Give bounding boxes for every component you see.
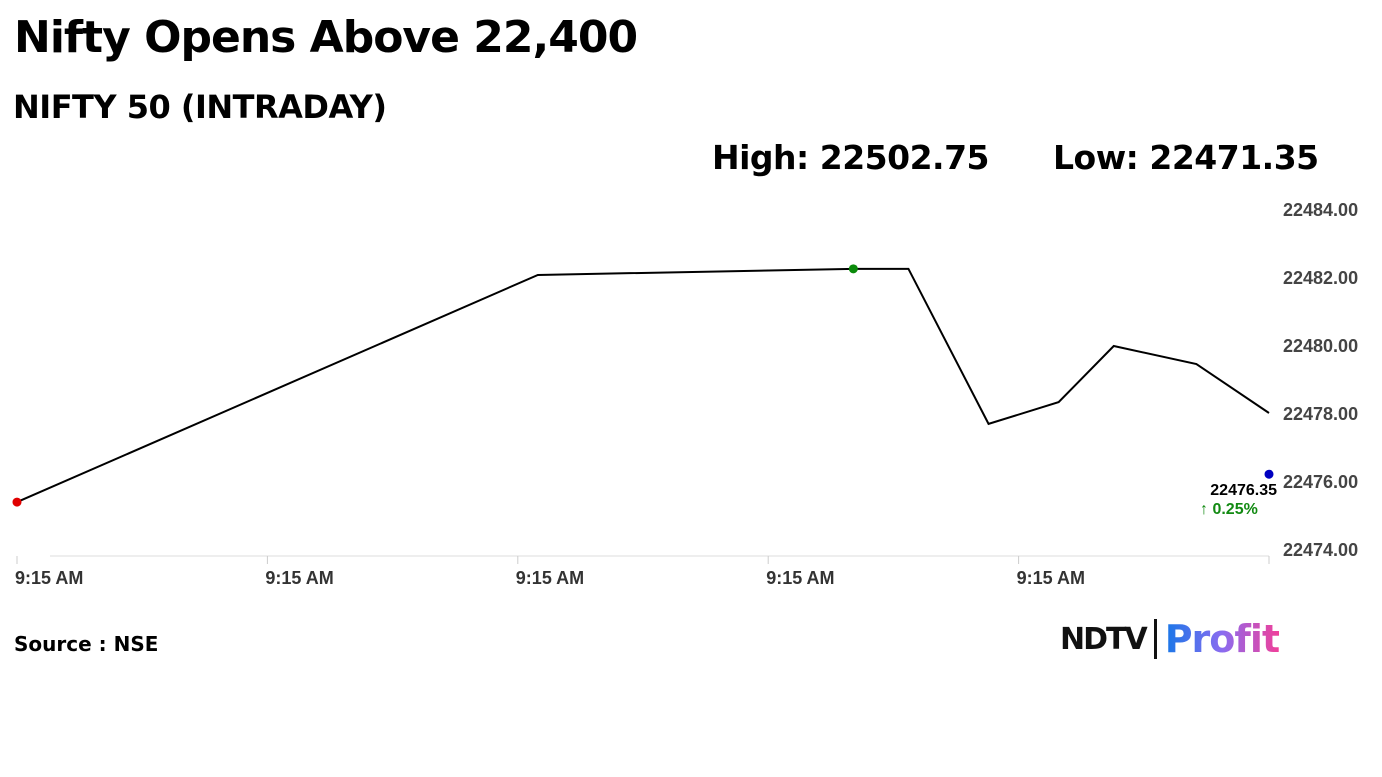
y-tick-label: 22484.00 (1283, 200, 1358, 220)
y-tick-label: 22480.00 (1283, 336, 1358, 356)
x-tick-label: 9:15 AM (1017, 568, 1085, 588)
intraday-chart: 9:15 AM 9:15 AM 9:15 AM 9:15 AM 9:15 AM 22474… (12, 200, 1358, 588)
source-label: Source : NSE (14, 632, 159, 656)
high-marker (848, 264, 858, 274)
high-value: High: 22502.75 (712, 138, 990, 177)
chart-subtitle: NIFTY 50 (INTRADAY) (13, 88, 387, 126)
y-tick-label: 22478.00 (1283, 404, 1358, 424)
open-marker (12, 497, 22, 507)
price-line (16, 267, 1270, 503)
ndtv-profit-logo: NDTV Profit (1060, 617, 1280, 661)
y-tick-label: 22474.00 (1283, 540, 1358, 560)
y-tick-label: 22482.00 (1283, 268, 1358, 288)
x-tick-label: 9:15 AM (516, 568, 584, 588)
page-title: Nifty Opens Above 22,400 (14, 12, 638, 63)
x-tick-label: 9:15 AM (766, 568, 834, 588)
last-value-label: 22476.35 (1210, 482, 1277, 499)
x-tick-label: 9:15 AM (265, 568, 333, 588)
change-label: ↑ 0.25% (1200, 501, 1258, 518)
low-value: Low: 22471.35 (1053, 138, 1319, 177)
y-tick-label: 22476.00 (1283, 472, 1358, 492)
x-tick-label: 9:15 AM (15, 568, 83, 588)
last-marker (1264, 469, 1274, 479)
